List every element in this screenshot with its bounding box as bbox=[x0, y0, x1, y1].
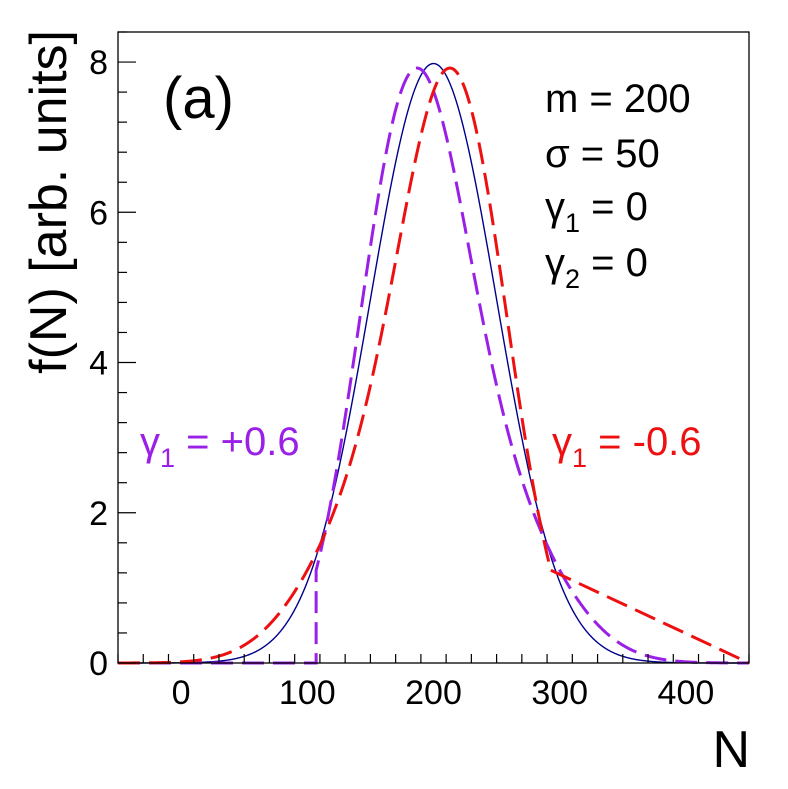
label-positive-skew-value: = +0.6 bbox=[175, 420, 300, 464]
x-tick-label: 100 bbox=[279, 674, 336, 712]
param-gamma1: γ1 = 0 bbox=[545, 185, 648, 238]
series-line-1 bbox=[118, 66, 749, 665]
y-tick-label: 0 bbox=[89, 645, 108, 683]
param-gamma2-symbol: γ bbox=[545, 241, 565, 285]
param-m: m = 200 bbox=[545, 77, 691, 121]
tick-labels: 0 100 200 300 400 0 2 4 6 8 bbox=[89, 44, 714, 712]
param-sigma: σ = 50 bbox=[545, 132, 660, 176]
label-positive-skew-subscript: 1 bbox=[160, 443, 175, 473]
y-tick-label: 2 bbox=[89, 495, 108, 533]
label-negative-skew-symbol: γ bbox=[552, 420, 572, 464]
plot-frame bbox=[117, 31, 750, 664]
param-gamma2-subscript: 2 bbox=[565, 264, 580, 294]
param-gamma2: γ2 = 0 bbox=[545, 241, 648, 294]
x-tick-label: 200 bbox=[405, 674, 462, 712]
x-axis-title: N bbox=[712, 721, 750, 779]
curves-layer bbox=[118, 62, 750, 665]
param-gamma1-value: = 0 bbox=[580, 185, 648, 229]
x-tick-label: 300 bbox=[531, 674, 588, 712]
param-gamma1-subscript: 1 bbox=[565, 208, 580, 238]
x-tick-label: 0 bbox=[172, 674, 191, 712]
x-tick-label: 400 bbox=[658, 674, 715, 712]
panel-label: (a) bbox=[163, 66, 234, 131]
y-tick-label: 4 bbox=[89, 345, 108, 383]
param-gamma2-value: = 0 bbox=[580, 241, 648, 285]
label-negative-skew: γ1 = -0.6 bbox=[552, 420, 702, 473]
label-positive-skew: γ1 = +0.6 bbox=[140, 420, 300, 473]
axis-ticks bbox=[117, 31, 750, 664]
series-line-2 bbox=[118, 66, 750, 665]
y-axis-title: f(N) [arb. units] bbox=[20, 30, 78, 374]
label-positive-skew-symbol: γ bbox=[140, 420, 160, 464]
param-gamma1-symbol: γ bbox=[545, 185, 565, 229]
label-negative-skew-value: = -0.6 bbox=[587, 420, 702, 464]
series-line-0 bbox=[118, 62, 749, 664]
y-tick-label: 6 bbox=[89, 194, 108, 232]
label-negative-skew-subscript: 1 bbox=[572, 443, 587, 473]
y-tick-label: 8 bbox=[89, 44, 108, 82]
